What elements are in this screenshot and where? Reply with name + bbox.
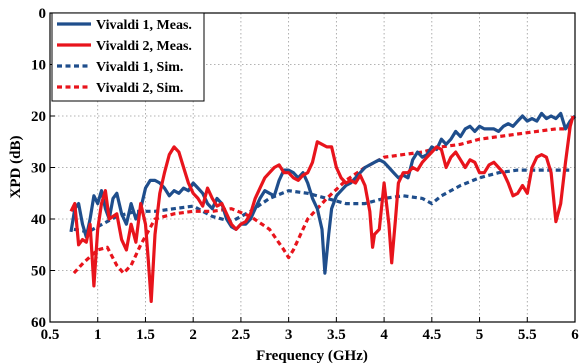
y-axis-label: XPD (dB) [8, 136, 24, 199]
y-tick-label: 40 [31, 212, 46, 228]
y-tick-label: 10 [31, 58, 46, 74]
y-tick-label: 20 [31, 109, 46, 125]
legend-label-1: Vivaldi 1, Meas. [96, 18, 192, 33]
grid [50, 13, 575, 322]
x-tick-label: 3.5 [327, 327, 346, 343]
legend: Vivaldi 1, Meas. Vivaldi 2, Meas. Vivaldi … [51, 12, 205, 102]
y-tick-label: 60 [31, 315, 46, 331]
x-tick-label: 4.5 [422, 327, 441, 343]
y-tick-label: 50 [31, 264, 46, 280]
series-line-1 [69, 111, 577, 275]
series-layer [69, 111, 577, 303]
x-tick-label: 1 [94, 327, 102, 343]
x-tick-label: 4 [380, 327, 388, 343]
y-tick-label: 0 [39, 6, 47, 22]
legend-label-2: Vivaldi 2, Meas. [96, 39, 192, 54]
legend-label-3: Vivaldi 1, Sim. [96, 60, 183, 75]
x-tick-label: 5 [476, 327, 484, 343]
x-axis-label: Frequency (GHz) [256, 348, 368, 364]
x-tick-label: 6 [571, 327, 579, 343]
legend-label-4: Vivaldi 2, Sim. [96, 81, 183, 96]
x-tick-label: 3 [285, 327, 293, 343]
y-tick-label: 30 [31, 161, 46, 177]
series-line-4 [72, 127, 571, 275]
x-tick-label: 2.5 [232, 327, 251, 343]
x-tick-label: 0.5 [41, 327, 60, 343]
series-line-3 [73, 168, 571, 234]
x-tick-label: 5.5 [518, 327, 537, 343]
x-tick-label: 1.5 [136, 327, 155, 343]
x-tick-label: 2 [189, 327, 197, 343]
series-line-2 [69, 115, 575, 303]
